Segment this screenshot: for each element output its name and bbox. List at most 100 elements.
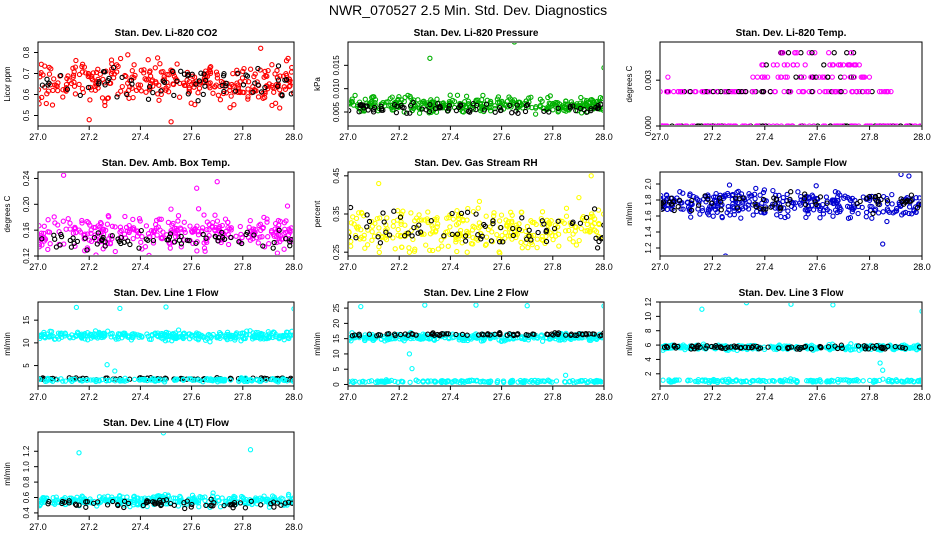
- x-tick-label: 27.8: [861, 132, 879, 142]
- data-point: [207, 70, 214, 77]
- data-point: [518, 209, 524, 215]
- data-point: [470, 223, 476, 229]
- data-point: [913, 209, 919, 216]
- data-point: [863, 88, 870, 95]
- data-point: [785, 213, 791, 219]
- data-point: [397, 214, 404, 220]
- data-point: [546, 109, 552, 115]
- data-point: [125, 500, 132, 507]
- data-point: [195, 206, 202, 212]
- data-point: [214, 75, 221, 81]
- data-point: [491, 210, 497, 216]
- data-point: [785, 208, 791, 214]
- data-point: [697, 211, 703, 217]
- data-point: [848, 341, 854, 347]
- data-point: [738, 378, 744, 384]
- data-point: [732, 344, 739, 350]
- data-point: [63, 81, 70, 88]
- y-tick-label: 5: [22, 363, 31, 368]
- data-point: [787, 196, 793, 203]
- y-tick-label: 6: [644, 342, 653, 347]
- data-point: [919, 202, 921, 208]
- data-point: [255, 65, 261, 72]
- data-point: [773, 196, 780, 202]
- data-point: [223, 80, 229, 86]
- data-point: [351, 221, 357, 227]
- data-point: [79, 378, 85, 384]
- data-point: [587, 378, 594, 384]
- data-point: [797, 346, 803, 352]
- data-point: [210, 90, 216, 96]
- data-point: [425, 331, 431, 337]
- plot-title-0: Stan. Dev. Li-820 CO2: [115, 28, 218, 39]
- data-point: [150, 228, 156, 234]
- data-point: [115, 91, 121, 97]
- data-point: [270, 330, 276, 337]
- data-point: [519, 245, 525, 251]
- data-point: [130, 94, 136, 101]
- outlier-point: [160, 433, 167, 436]
- data-point: [719, 213, 725, 220]
- data-point: [402, 94, 408, 101]
- data-point: [199, 225, 206, 231]
- data-point: [195, 377, 201, 383]
- data-point: [855, 210, 861, 217]
- x-tick-label: 27.4: [442, 392, 460, 402]
- data-point: [73, 502, 80, 508]
- data-point: [87, 97, 93, 103]
- x-tick-label: 27.6: [183, 132, 201, 142]
- data-point: [473, 106, 479, 113]
- data-point: [432, 105, 439, 112]
- x-tick-label: 27.4: [756, 262, 774, 272]
- data-point: [221, 236, 228, 242]
- plot-frame-9: [37, 431, 295, 517]
- data-point: [848, 50, 854, 56]
- data-point: [876, 192, 882, 199]
- data-point: [257, 336, 263, 342]
- data-point: [221, 502, 227, 509]
- data-point: [276, 235, 282, 241]
- data-point: [794, 346, 800, 352]
- data-point: [361, 213, 367, 219]
- data-point: [576, 378, 582, 385]
- data-point: [573, 107, 579, 114]
- data-point: [725, 344, 731, 350]
- data-point: [752, 201, 758, 207]
- data-point: [251, 73, 257, 80]
- data-point: [733, 377, 739, 384]
- data-point: [870, 343, 876, 349]
- data-point: [121, 498, 128, 504]
- data-point: [227, 226, 233, 232]
- data-point: [579, 331, 586, 337]
- data-point: [457, 103, 464, 109]
- data-point: [43, 100, 49, 107]
- data-point: [119, 74, 125, 81]
- data-point: [411, 224, 417, 231]
- data-point: [212, 212, 218, 218]
- x-tick-label: 27.0: [29, 392, 47, 402]
- data-point: [576, 331, 582, 337]
- data-point: [371, 104, 378, 111]
- x-tick-label: 28.0: [285, 392, 303, 402]
- data-point: [806, 50, 812, 56]
- data-point: [504, 222, 510, 228]
- data-point: [181, 500, 187, 506]
- data-point: [85, 377, 91, 383]
- y-tick-label: 1.8: [644, 194, 653, 206]
- data-point: [439, 105, 446, 111]
- data-point: [750, 212, 756, 218]
- data-point: [138, 239, 144, 245]
- y-tick-label: 25: [332, 303, 341, 312]
- data-point: [663, 88, 670, 95]
- data-point: [90, 334, 96, 340]
- data-point: [547, 93, 553, 99]
- data-point: [498, 224, 504, 231]
- data-point: [535, 379, 541, 385]
- data-point: [771, 378, 777, 384]
- data-point: [541, 108, 547, 114]
- data-point: [137, 218, 143, 224]
- data-point: [171, 377, 178, 383]
- data-point: [356, 109, 362, 115]
- y-tick-label: 1.2: [22, 445, 31, 457]
- data-point: [189, 501, 195, 508]
